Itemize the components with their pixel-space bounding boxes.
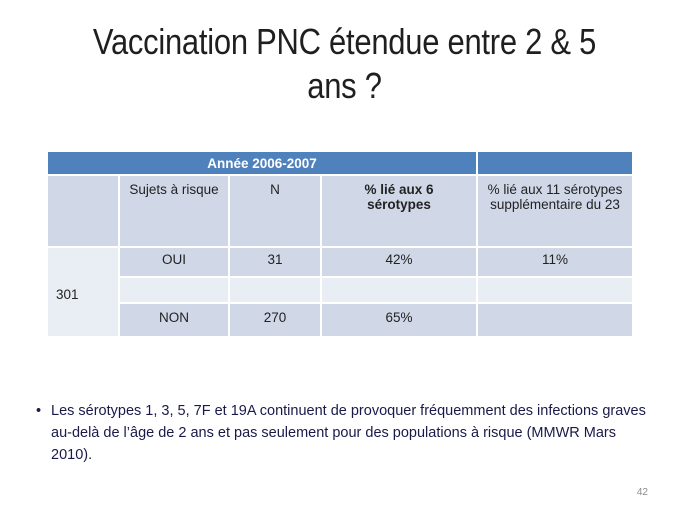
cell-pct6: 42% bbox=[321, 247, 477, 277]
cell-risk: NON bbox=[119, 303, 229, 337]
cell-pct11 bbox=[477, 303, 633, 337]
table-header-empty bbox=[477, 151, 633, 175]
cell-pct6: 65% bbox=[321, 303, 477, 337]
cell-n bbox=[229, 277, 321, 303]
column-header-empty bbox=[47, 175, 119, 247]
pct11-line-2: supplémentaire du 23 bbox=[490, 197, 620, 212]
slide-title-line-2: ans ? bbox=[48, 64, 641, 108]
column-header-pct6: % lié aux 6 sérotypes bbox=[321, 175, 477, 247]
pct6-line-2: sérotypes bbox=[367, 197, 431, 212]
table-row bbox=[47, 277, 633, 303]
table-header-year: Année 2006-2007 bbox=[47, 151, 477, 175]
bullet-point: • Les sérotypes 1, 3, 5, 7F et 19A conti… bbox=[36, 400, 656, 466]
data-table: Année 2006-2007 Sujets à risque N % lié … bbox=[46, 150, 634, 338]
cell-pct11 bbox=[477, 277, 633, 303]
slide-title: Vaccination PNC étendue entre 2 & 5 ans … bbox=[48, 20, 641, 108]
table-column-header-row: Sujets à risque N % lié aux 6 sérotypes … bbox=[47, 175, 633, 247]
row-label-301: 301 bbox=[47, 247, 119, 337]
table-row: 301 OUI 31 42% 11% bbox=[47, 247, 633, 277]
cell-n: 31 bbox=[229, 247, 321, 277]
cell-risk: OUI bbox=[119, 247, 229, 277]
pct11-line-1: % lié aux 11 sérotypes bbox=[488, 182, 623, 197]
cell-n: 270 bbox=[229, 303, 321, 337]
column-header-pct11: % lié aux 11 sérotypes supplémentaire du… bbox=[477, 175, 633, 247]
cell-pct6 bbox=[321, 277, 477, 303]
table-row: NON 270 65% bbox=[47, 303, 633, 337]
table-header-row: Année 2006-2007 bbox=[47, 151, 633, 175]
page-number: 42 bbox=[637, 487, 648, 498]
pct6-line-1: % lié aux 6 bbox=[364, 182, 433, 197]
cell-pct11: 11% bbox=[477, 247, 633, 277]
slide-title-line-1: Vaccination PNC étendue entre 2 & 5 bbox=[48, 20, 641, 64]
bullet-text: Les sérotypes 1, 3, 5, 7F et 19A continu… bbox=[36, 400, 656, 466]
column-header-n: N bbox=[229, 175, 321, 247]
cell-risk bbox=[119, 277, 229, 303]
bullet-icon: • bbox=[36, 400, 41, 422]
column-header-risk: Sujets à risque bbox=[119, 175, 229, 247]
